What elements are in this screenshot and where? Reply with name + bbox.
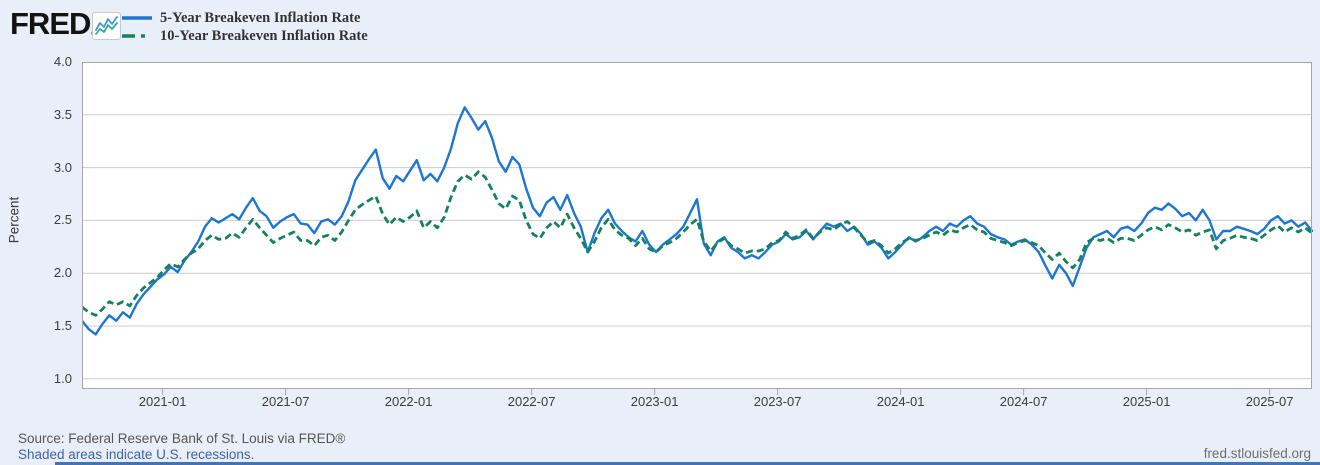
- legend-label-5-year: 5-Year Breakeven Inflation Rate: [160, 9, 361, 26]
- y-tick-label: 2.5: [53, 212, 72, 228]
- y-tick-label: 2.0: [53, 265, 72, 281]
- x-tick-label: 2025-07: [1245, 394, 1294, 409]
- fred-site-link[interactable]: fred.stlouisfed.org: [1203, 446, 1311, 461]
- fred-logo-text: FRED: [10, 6, 91, 41]
- chart-legend: 5-Year Breakeven Inflation Rate 10-Year …: [122, 9, 368, 45]
- y-tick-label: 1.0: [53, 370, 72, 386]
- y-tick-label: 1.5: [53, 318, 72, 333]
- legend-swatch-5-year-icon: [122, 16, 152, 20]
- recessions-link[interactable]: Shaded areas indicate U.S. recessions.: [18, 447, 255, 462]
- chart-plot-area[interactable]: [82, 62, 1313, 398]
- x-tick-label: 2024-01: [876, 394, 925, 409]
- legend-item-10-year: 10-Year Breakeven Inflation Rate: [122, 27, 368, 45]
- bottom-border-bar: [55, 462, 1320, 465]
- legend-item-5-year: 5-Year Breakeven Inflation Rate: [122, 9, 368, 27]
- legend-label-10-year: 10-Year Breakeven Inflation Rate: [160, 27, 368, 44]
- source-text: Source: Federal Reserve Bank of St. Loui…: [18, 431, 346, 446]
- x-tick-label: 2021-07: [261, 394, 310, 409]
- legend-swatch-10-year-icon: [122, 34, 152, 38]
- series-line: [82, 106, 1313, 336]
- y-tick-label: 4.0: [53, 54, 72, 69]
- y-tick-label: 3.5: [53, 106, 72, 122]
- x-tick-label: 2022-01: [384, 394, 433, 409]
- fred-logo: FRED®: [10, 6, 97, 42]
- y-tick-label: 3.0: [53, 159, 72, 175]
- x-tick-label: 2023-07: [753, 394, 802, 409]
- x-tick-label: 2021-01: [138, 394, 187, 409]
- x-tick-label: 2024-07: [999, 394, 1048, 409]
- x-tick-label: 2023-01: [630, 394, 679, 409]
- x-tick-label: 2025-01: [1122, 394, 1171, 409]
- x-tick-label: 2022-07: [507, 394, 556, 409]
- fred-logo-chart-icon: [92, 12, 121, 40]
